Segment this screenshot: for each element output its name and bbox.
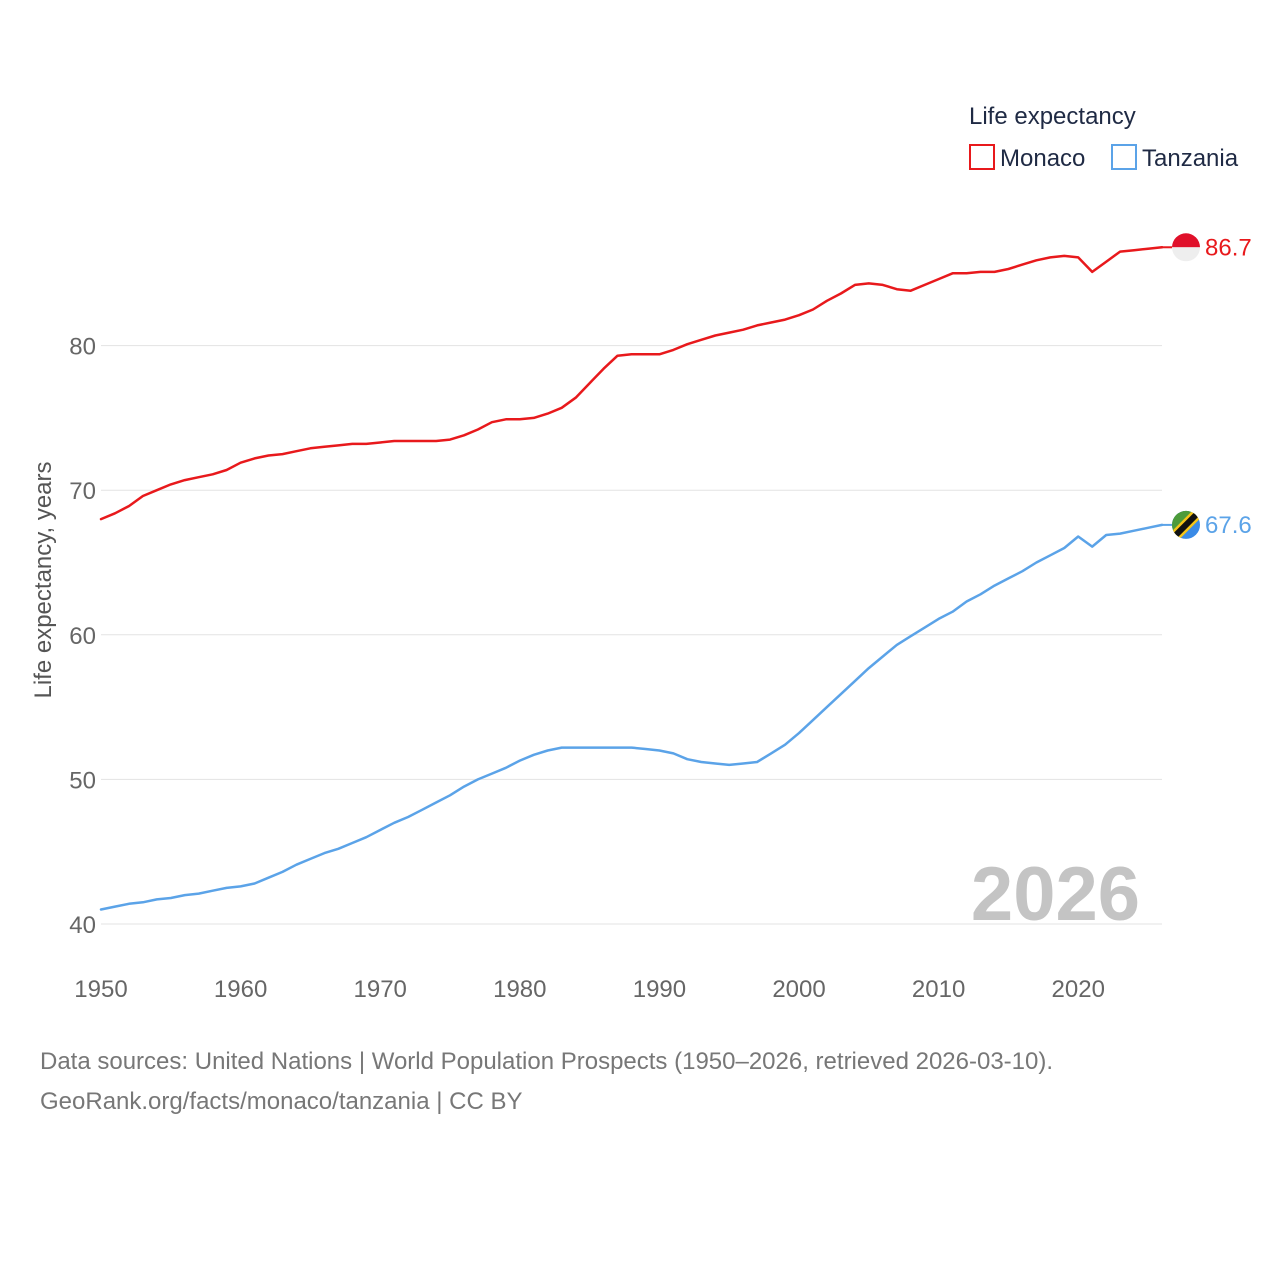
x-tick-label: 1990 <box>633 976 686 1003</box>
end-label-monaco: 86.7 <box>1205 234 1252 261</box>
series-line-tanzania <box>99 523 1164 911</box>
x-axis-ticks: 1950 1960 1970 1980 1990 2000 2010 2020 <box>74 976 1105 1003</box>
legend-item-tanzania[interactable]: Tanzania <box>1111 144 1239 172</box>
x-tick-label: 2000 <box>772 976 825 1003</box>
legend-item-monaco[interactable]: Monaco <box>969 144 1085 172</box>
y-tick-label: 70 <box>69 478 96 505</box>
x-tick-label: 1950 <box>74 976 127 1003</box>
year-watermark: 2026 <box>971 852 1140 937</box>
y-tick-label: 60 <box>69 623 96 650</box>
end-markers <box>1172 233 1200 539</box>
y-tick-label: 50 <box>69 767 96 794</box>
series-line-monaco <box>99 246 1164 521</box>
x-tick-label: 2020 <box>1052 976 1105 1003</box>
legend-swatch-monaco <box>969 144 995 170</box>
y-axis-title: Life expectancy, years <box>30 461 57 698</box>
monaco-flag-icon <box>1172 233 1200 262</box>
credit-link[interactable]: GeoRank.org/facts/monaco/tanzania | CC B… <box>40 1088 523 1115</box>
legend-title: Life expectancy <box>969 103 1136 130</box>
y-tick-label: 40 <box>69 912 96 939</box>
x-tick-label: 1970 <box>354 976 407 1003</box>
legend-label-tanzania: Tanzania <box>1142 145 1239 172</box>
x-tick-label: 1960 <box>214 976 267 1003</box>
footer: Data sources: United Nations | World Pop… <box>40 1042 1053 1122</box>
gridlines <box>101 345 1162 925</box>
legend-label-monaco: Monaco <box>1000 145 1085 172</box>
legend-swatch-tanzania <box>1111 144 1137 170</box>
tanzania-flag-icon <box>1172 510 1200 539</box>
series-lines <box>99 246 1172 911</box>
y-tick-label: 80 <box>69 334 96 361</box>
x-tick-label: 2010 <box>912 976 965 1003</box>
legend: Life expectancy Monaco Tanzania <box>969 103 1239 172</box>
x-tick-label: 1980 <box>493 976 546 1003</box>
y-axis-ticks: 40 50 60 70 80 <box>69 334 96 939</box>
data-sources-text: Data sources: United Nations | World Pop… <box>40 1048 1054 1075</box>
end-label-tanzania: 67.6 <box>1205 512 1252 539</box>
end-labels: 86.7 67.6 <box>1205 234 1252 539</box>
